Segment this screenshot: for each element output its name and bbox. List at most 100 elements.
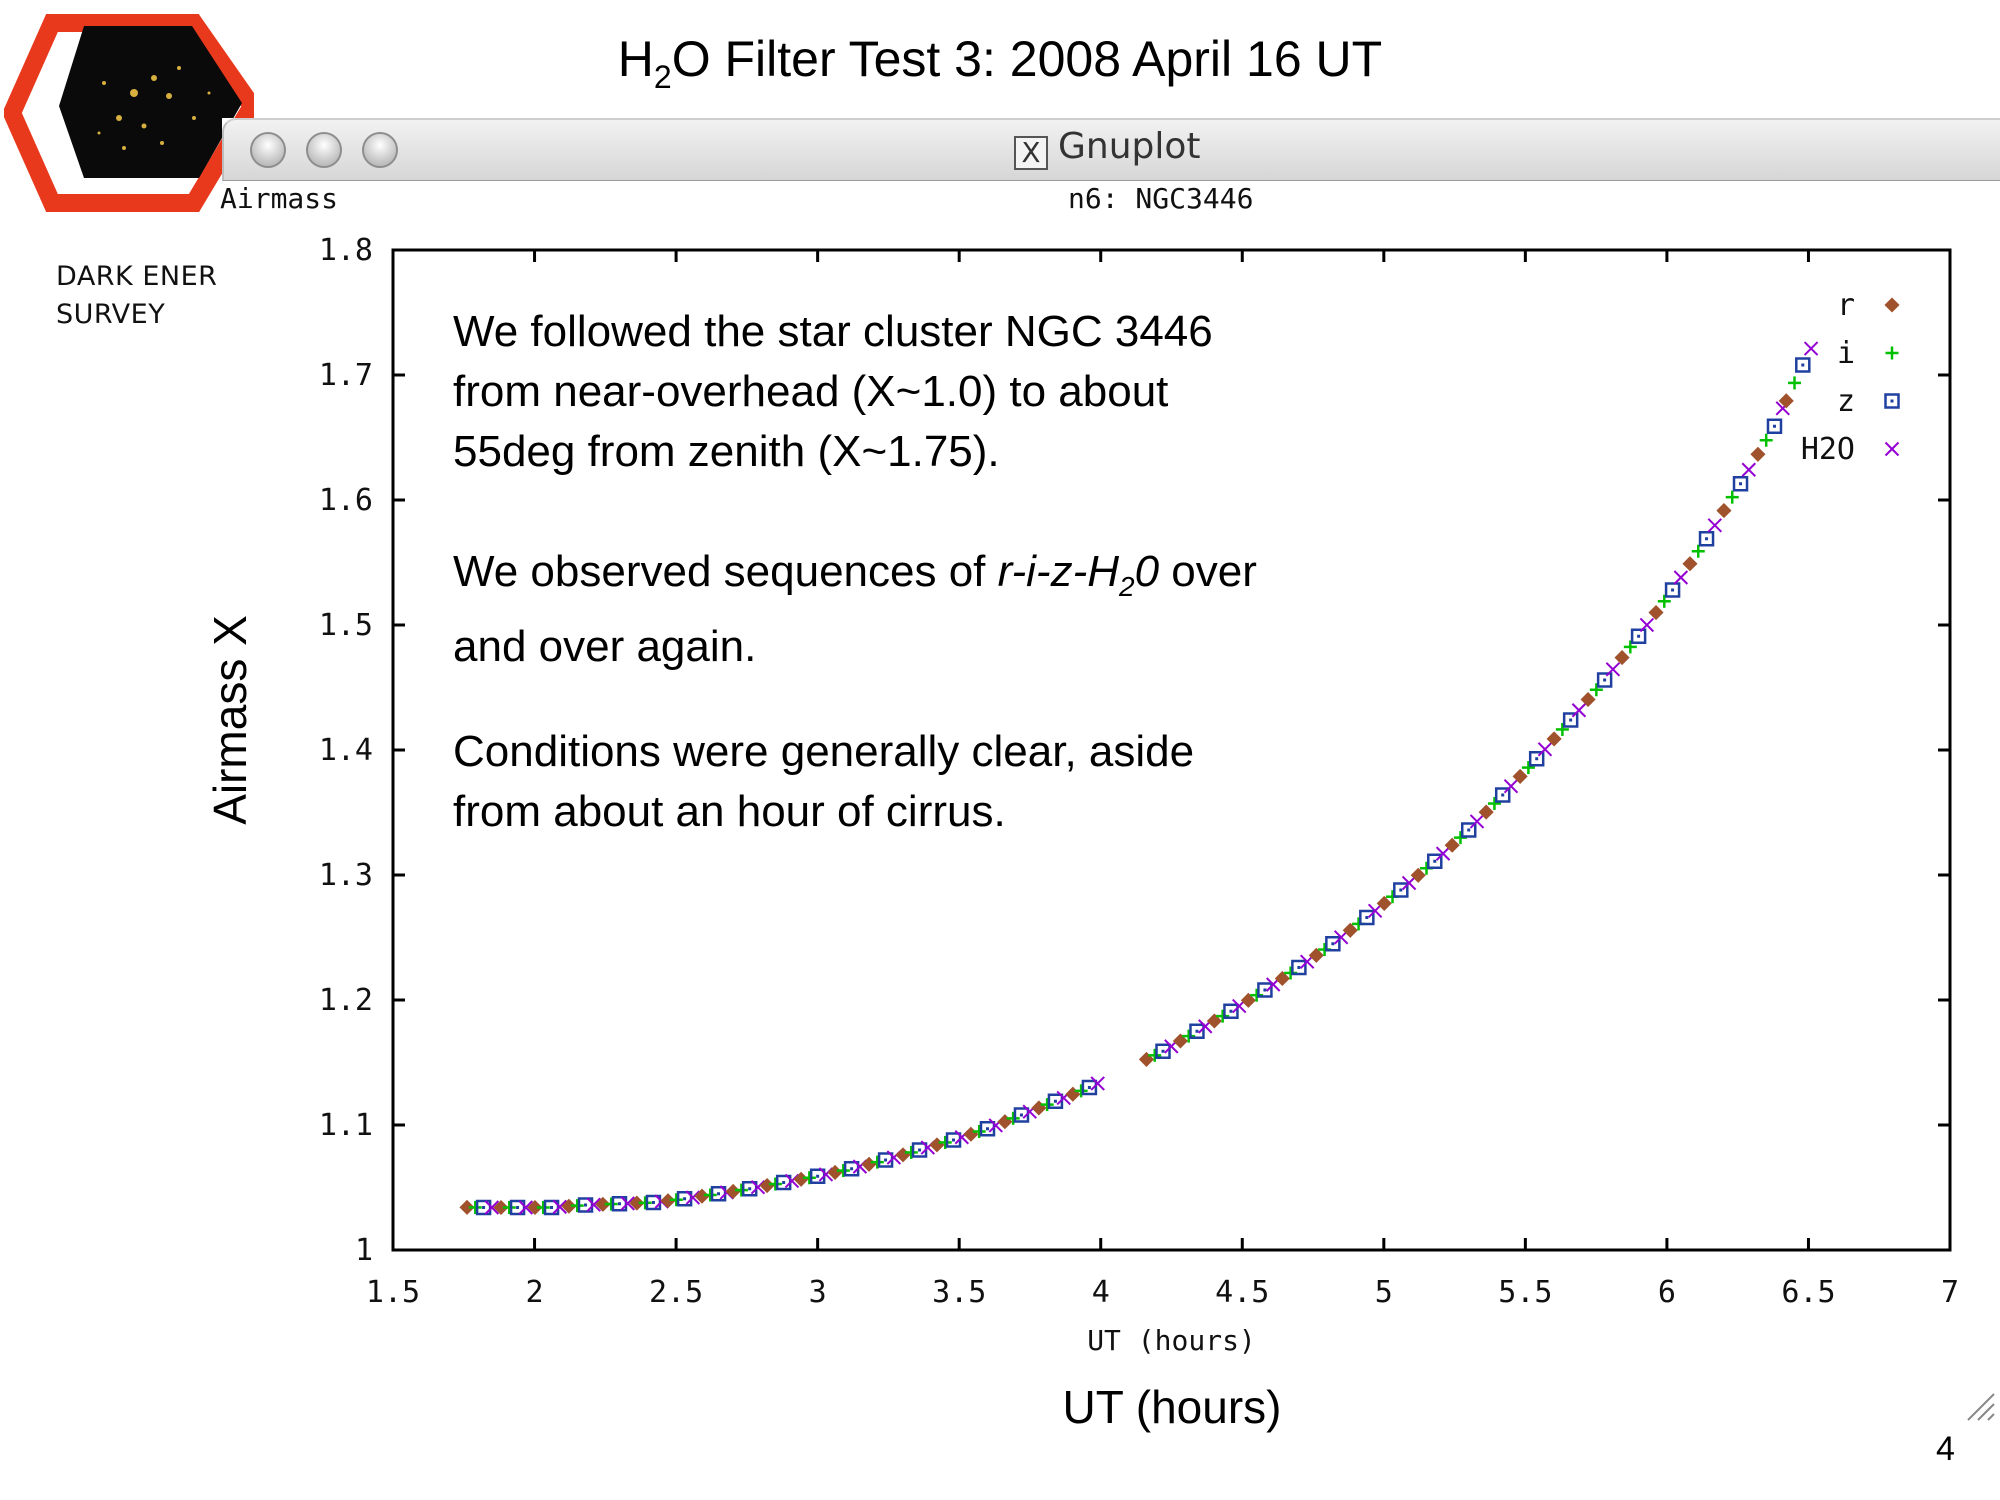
data-point-r [1580, 691, 1596, 708]
x-tick-label: 5 [1375, 1275, 1393, 1310]
resize-grip-icon[interactable] [1962, 1388, 1996, 1422]
data-point-r [561, 1198, 577, 1214]
data-point-i [1589, 683, 1603, 697]
data-point-i [972, 1124, 986, 1138]
data-point-r [1648, 604, 1664, 621]
data-point-i [1148, 1048, 1162, 1062]
data-point-r [1376, 895, 1392, 911]
data-point-r [1206, 1013, 1222, 1029]
minimize-window-button[interactable] [306, 132, 342, 168]
data-point-i [703, 1188, 717, 1202]
data-point-h2o [1401, 875, 1417, 891]
data-point-h2o [1741, 462, 1757, 477]
x-tick-label: 4.5 [1215, 1275, 1269, 1310]
annotation-line: Conditions were generally clear, aside [453, 727, 1195, 776]
annotation-line: and over again. [453, 622, 757, 671]
data-point-i [468, 1200, 482, 1214]
data-point-r [759, 1177, 775, 1194]
data-point-z [1664, 582, 1681, 598]
data-point-r [493, 1199, 509, 1216]
logo-text-line2: SURVEY [56, 299, 166, 330]
data-point-r [1444, 837, 1460, 853]
y-tick-label: 1.4 [319, 733, 373, 768]
data-point-z [1494, 787, 1511, 803]
x-tick-label: 1.5 [366, 1275, 420, 1310]
legend-marker-i [1885, 346, 1899, 360]
data-points [459, 341, 1819, 1216]
data-point-i [1725, 490, 1739, 504]
annotation-line: We followed the star cluster NGC 3446 [453, 307, 1213, 356]
data-point-i [938, 1135, 952, 1149]
x-tick-label: 7 [1941, 1275, 1959, 1310]
inner-x-axis-label: UT (hours) [1087, 1324, 1256, 1357]
window-titlebar[interactable]: X Gnuplot [222, 118, 2000, 181]
annotation-paragraph-2: We observed sequences of r-i-z-H20 over … [453, 542, 1257, 677]
data-point-r [1614, 650, 1630, 666]
plot-label-target: n6: NGC3446 [1068, 182, 1254, 215]
data-point-z [1291, 959, 1307, 976]
data-point-r [1546, 731, 1562, 747]
data-point-r [929, 1137, 945, 1153]
data-point-z [979, 1121, 996, 1137]
data-point-z [1562, 712, 1579, 728]
data-point-h2o [518, 1200, 534, 1215]
data-point-h2o [484, 1200, 500, 1215]
close-window-button[interactable] [250, 132, 286, 168]
data-point-r [793, 1171, 809, 1187]
x-tick-label: 2.5 [649, 1275, 703, 1310]
data-point-i [768, 1177, 782, 1191]
data-point-h2o [586, 1197, 601, 1212]
y-tick-label: 1.3 [319, 858, 373, 893]
legend-marker-z [1884, 393, 1900, 409]
axis-tick-labels: 1.5 2 2.5 3 3.5 4 4.5 5 5.5 6 6.5 7 1 1.1 1.2 1.3 1.4 1.5… [319, 233, 1959, 1310]
data-point-z [1155, 1043, 1171, 1059]
y-tick-label: 1.8 [319, 233, 373, 268]
data-point-r [1308, 947, 1324, 963]
page-number: 4 [1936, 1430, 1955, 1468]
window-title: X Gnuplot [1014, 126, 1201, 170]
data-point-r [1240, 992, 1256, 1008]
data-point-z [475, 1199, 492, 1216]
data-point-z [1189, 1023, 1205, 1039]
x-tick-label: 2 [526, 1275, 544, 1310]
x11-icon: X [1014, 136, 1048, 170]
data-point-i [870, 1155, 884, 1169]
x-tick-label: 3.5 [932, 1275, 986, 1310]
data-point-z [1698, 531, 1715, 547]
data-point-r [1716, 503, 1732, 519]
data-point-r [1342, 922, 1358, 938]
data-point-i [1521, 761, 1535, 775]
legend-marker-h2o [1884, 441, 1900, 457]
y-tick-label: 1.1 [319, 1108, 373, 1143]
data-point-i [1074, 1084, 1088, 1098]
annotation-line: We observed sequences of r-i-z-H20 over [453, 547, 1257, 602]
axis-ticks [391, 248, 1952, 1252]
data-point-h2o [1503, 778, 1519, 794]
gnuplot-window: X Gnuplot [222, 118, 2000, 1408]
data-point-i [1657, 594, 1671, 608]
data-point-i [1216, 1009, 1230, 1023]
data-point-i [1182, 1029, 1196, 1043]
data-point-i [570, 1199, 584, 1213]
data-point-i [1623, 640, 1637, 654]
data-point-z [1596, 672, 1613, 688]
data-point-i [536, 1201, 550, 1214]
slide-title: H2O Filter Test 3: 2008 April 16 UT [617, 31, 1383, 95]
zoom-window-button[interactable] [362, 132, 398, 168]
annotation-paragraph-3: Conditions were generally clear, aside f… [453, 722, 1194, 842]
x-tick-label: 5.5 [1498, 1275, 1552, 1310]
data-point-z [1325, 936, 1341, 952]
x-tick-label: 4 [1092, 1275, 1110, 1310]
data-point-h2o [620, 1196, 635, 1211]
window-title-text: Gnuplot [1058, 126, 1201, 167]
data-point-r [963, 1126, 979, 1142]
data-point-h2o [1537, 742, 1553, 757]
data-point-r [629, 1195, 645, 1211]
chart-legend: riz H2O [1801, 288, 1900, 467]
data-point-z [1257, 982, 1273, 998]
data-point-i [836, 1164, 850, 1178]
data-point-h2o [1707, 518, 1723, 533]
data-point-r [895, 1147, 911, 1163]
data-point-h2o [1803, 341, 1819, 356]
